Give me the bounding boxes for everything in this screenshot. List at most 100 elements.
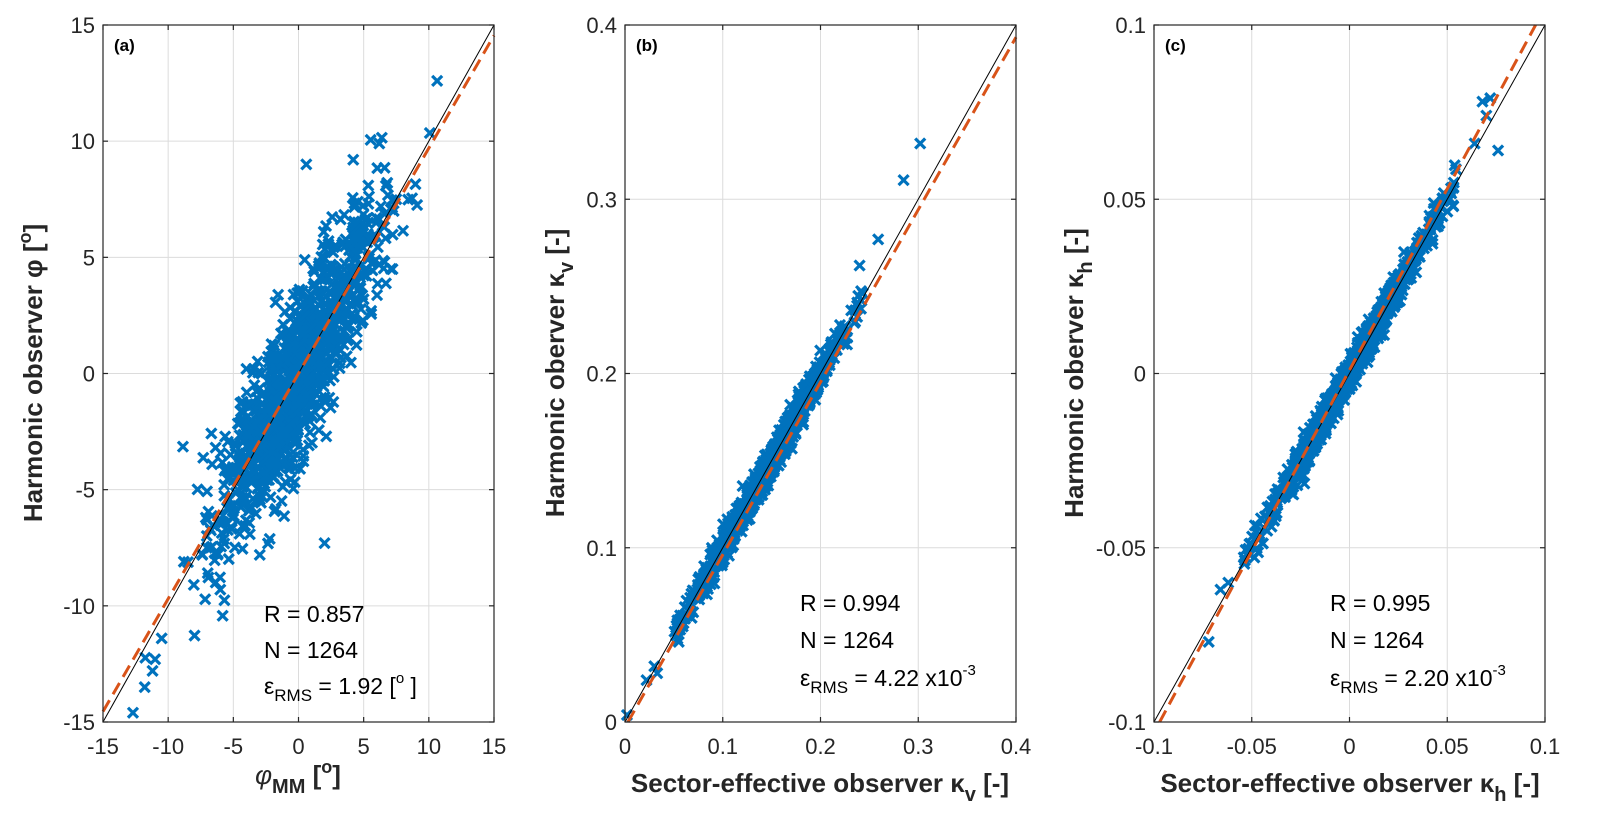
scatter-point: [326, 210, 339, 224]
scatter-point: [308, 386, 321, 399]
scatter-point: [346, 289, 359, 302]
scatter-point: [362, 179, 375, 192]
scatter-point: [303, 426, 317, 439]
scatter-point: [242, 438, 256, 451]
scatter-point: [155, 632, 168, 645]
y-tick-label: -10: [63, 594, 95, 619]
y-tick-label: 15: [71, 13, 95, 38]
scatter-point: [200, 529, 213, 543]
scatter-point: [296, 326, 309, 340]
scatter-point: [236, 542, 249, 555]
x-tick-label: 0.3: [903, 734, 934, 759]
scatter-point: [233, 527, 246, 540]
scatter-point: [138, 681, 151, 694]
scatter-point: [1202, 635, 1215, 648]
panel-b-n-value: N = 1264: [800, 627, 894, 653]
scatter-point: [296, 443, 310, 456]
scatter-point: [298, 309, 311, 322]
x-tick-label: 0.1: [707, 734, 738, 759]
scatter-point: [314, 284, 327, 298]
panel-a-rms-error: εRMS = 1.92 [o ]: [264, 670, 417, 705]
scatter-point: [348, 197, 361, 210]
scatter-point: [255, 412, 268, 425]
scatter-point: [265, 366, 278, 379]
panel-b-label: (b): [636, 36, 658, 55]
scatter-point: [234, 501, 248, 514]
scatter-point: [149, 653, 162, 666]
scatter-point: [357, 199, 370, 212]
panel-c-label: (c): [1165, 36, 1186, 55]
scatter-point: [302, 409, 315, 423]
scatter-point: [188, 629, 201, 642]
scatter-point: [320, 323, 333, 336]
panel-b-y-axis-label: Harmonic oberver κv [-]: [540, 229, 578, 518]
y-tick-label: 0.1: [586, 536, 617, 561]
scatter-point: [300, 158, 313, 171]
panel-b: 0 0.1 0.2 0.3 0.4 0 0.1 0.2 0.3 0.4 (b) R = 0.99…: [540, 13, 1031, 806]
panel-b-rms-error: εRMS = 4.22 x10-3: [800, 662, 976, 697]
scatter-point: [374, 200, 387, 213]
scatter-point: [249, 507, 263, 520]
scatter-point: [226, 512, 239, 525]
scatter-point: [292, 339, 306, 353]
x-tick-label: -0.1: [1135, 734, 1173, 759]
x-tick-label: 5: [358, 734, 370, 759]
scatter-point: [291, 364, 304, 378]
panel-c-y-axis-label: Harmonic oberver κh [-]: [1059, 228, 1097, 518]
scatter-point: [260, 402, 274, 415]
scatter-point: [343, 332, 356, 345]
scatter-point: [314, 372, 327, 386]
scatter-point: [269, 296, 282, 309]
scatter-point: [284, 417, 297, 430]
scatter-point: [365, 307, 378, 321]
scatter-point: [853, 259, 866, 272]
y-tick-label: -5: [75, 478, 95, 503]
scatter-point: [287, 288, 300, 301]
scatter-point: [371, 277, 384, 290]
scatter-point: [914, 137, 927, 150]
scatter-point: [253, 548, 266, 562]
panel-a-y-tick-labels: -15 -10 -5 0 5 10 15: [63, 13, 95, 735]
scatter-point: [283, 458, 296, 472]
scatter-point: [268, 505, 281, 518]
scatter-point: [319, 219, 333, 233]
scatter-point: [423, 126, 436, 140]
scatter-point: [378, 256, 391, 269]
scatter-point: [349, 223, 362, 236]
scatter-point: [319, 360, 332, 373]
scatter-point: [365, 304, 378, 318]
scatter-point: [305, 321, 318, 334]
scatter-point: [253, 382, 266, 395]
scatter-point: [220, 501, 234, 515]
y-tick-label: -0.1: [1108, 710, 1146, 735]
scatter-point: [187, 578, 200, 592]
scatter-point: [320, 430, 333, 443]
y-tick-label: 0: [83, 362, 95, 387]
scatter-point: [329, 239, 342, 252]
scatter-point: [218, 478, 231, 492]
scatter-point: [286, 451, 299, 464]
scatter-point: [302, 370, 316, 384]
y-tick-label: 10: [71, 129, 95, 154]
x-tick-label: 15: [482, 734, 506, 759]
scatter-point: [246, 492, 260, 505]
panel-c-r-value: R = 0.995: [1330, 590, 1430, 616]
panel-a-ticks: [102, 24, 495, 723]
scatter-point: [373, 137, 386, 150]
scatter-point: [352, 231, 365, 244]
scatter-point: [267, 351, 280, 365]
scatter-point: [264, 491, 277, 504]
scatter-point: [287, 403, 300, 416]
scatter-point: [317, 380, 330, 393]
scatter-point: [371, 161, 384, 175]
scatter-point: [251, 355, 264, 368]
scatter-point: [225, 522, 238, 536]
scatter-point: [240, 386, 253, 399]
scatter-point: [339, 233, 352, 246]
panel-a-label: (a): [114, 36, 135, 55]
scatter-point: [293, 415, 306, 428]
scatter-point: [291, 434, 304, 447]
scatter-point: [243, 516, 256, 530]
scatter-point: [285, 343, 299, 356]
